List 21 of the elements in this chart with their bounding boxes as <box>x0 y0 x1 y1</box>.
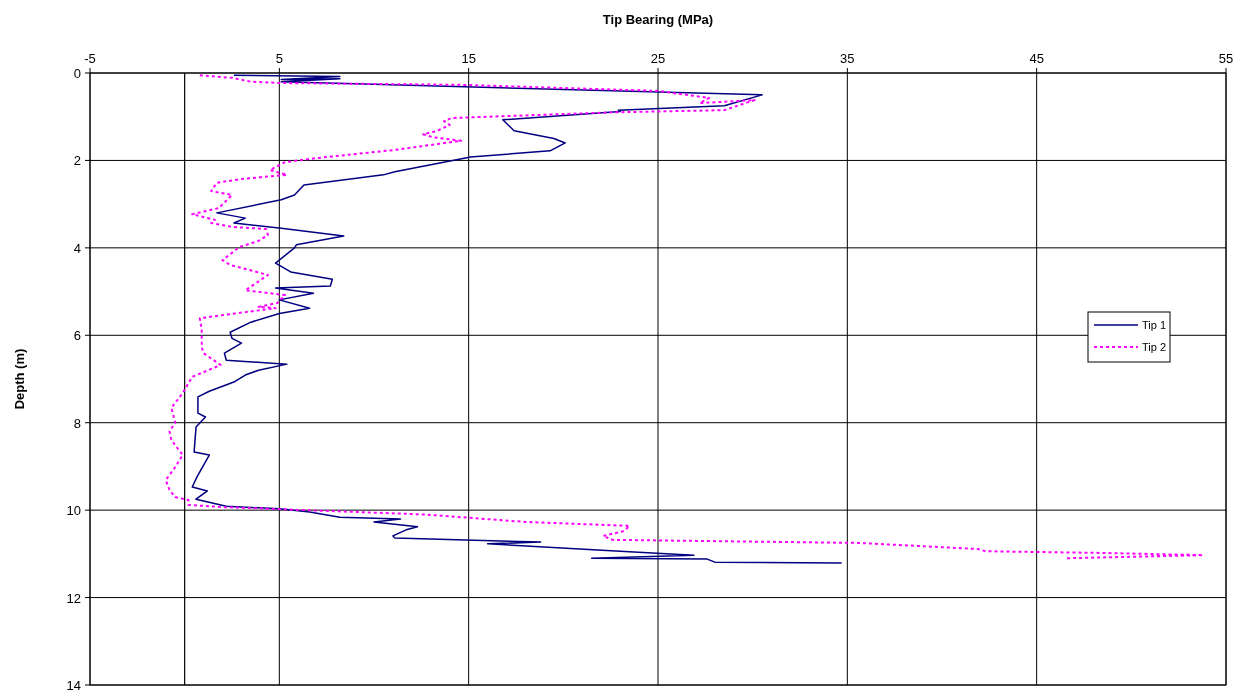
x-tick-label: 25 <box>650 51 666 66</box>
y-tick-label: 8 <box>73 415 81 431</box>
line-series <box>191 74 843 564</box>
y-tick-label: 2 <box>73 153 81 169</box>
y-tick-label: 4 <box>73 240 81 256</box>
x-tick-label: 35 <box>840 51 855 66</box>
y-tick-label: 0 <box>73 66 81 81</box>
legend-label: Tip 2 <box>1142 341 1167 353</box>
y-tick-label: 14 <box>66 678 81 693</box>
y-tick-label: 6 <box>73 328 81 344</box>
x-tick-label: 5 <box>275 51 283 66</box>
y-axis-title: Depth (m) <box>12 348 27 410</box>
x-tick-label: 15 <box>461 51 476 66</box>
x-tick-label: 55 <box>1218 51 1234 66</box>
x-tick-label: 45 <box>1029 51 1044 66</box>
line-series <box>164 74 1205 560</box>
x-axis-title: Tip Bearing (MPa) <box>602 12 714 27</box>
legend-label: Tip 1 <box>1142 319 1167 331</box>
x-tick-label: -5 <box>84 51 96 66</box>
y-tick-label: 12 <box>66 590 81 606</box>
y-tick-label: 10 <box>66 503 81 519</box>
